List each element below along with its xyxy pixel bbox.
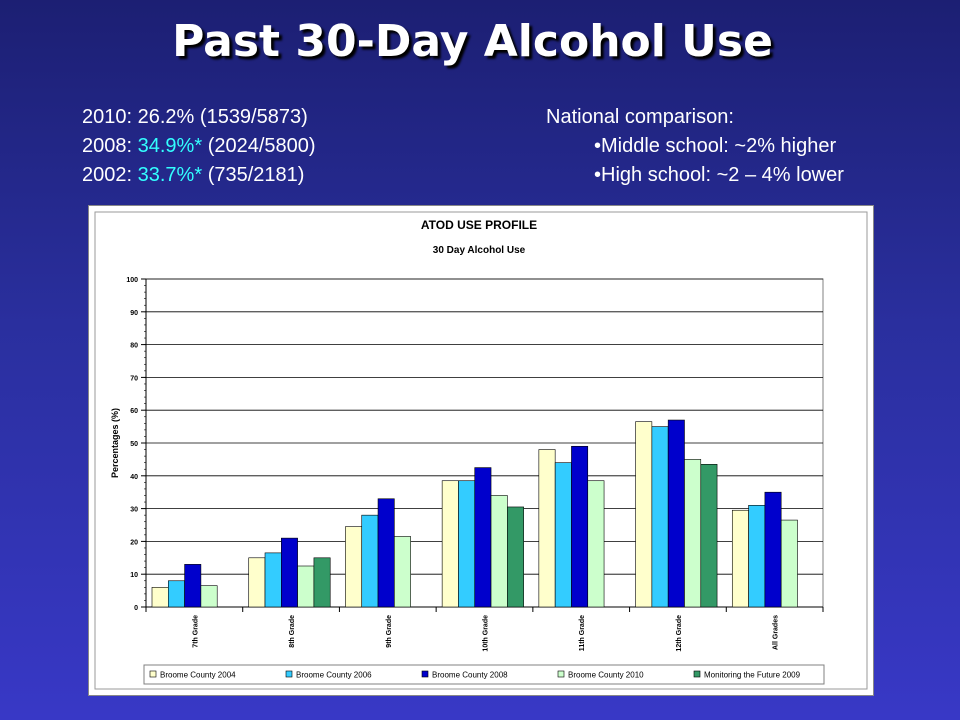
bar-broome-county-2004 <box>151 587 169 608</box>
stats-line-2010: 2010: 26.2% (1539/5873) <box>82 103 316 132</box>
y-tick-label: 60 <box>130 408 138 415</box>
stats-detail: (735/2181) <box>207 164 305 186</box>
legend-label: Broome County 2008 <box>432 671 508 680</box>
national-item-high-school: •High school: ~2 – 4% lower <box>594 164 844 186</box>
legend-box <box>143 664 825 685</box>
legend-swatch <box>421 670 429 678</box>
bar-broome-county-2010 <box>297 565 315 608</box>
chart-frame <box>94 211 868 690</box>
bar-broome-county-2004 <box>441 480 459 608</box>
y-axis-label: Percentages (%) <box>110 408 120 478</box>
stats-value: 26.2% <box>137 106 195 128</box>
y-tick-label: 70 <box>130 375 138 382</box>
bar-broome-county-2004 <box>248 557 266 608</box>
stats-detail: (1539/5873) <box>199 106 308 128</box>
stats-value-highlight: 34.9% <box>137 135 195 157</box>
bar-monitoring-the-future-2009 <box>313 557 331 608</box>
stats-year: 2008: <box>82 135 133 157</box>
bar-broome-county-2010 <box>200 585 218 608</box>
y-tick-label: 30 <box>130 507 138 514</box>
chart-subtitle: 30 Day Alcohol Use <box>433 245 526 256</box>
legend-label: Broome County 2010 <box>568 671 644 680</box>
bar-broome-county-2008 <box>377 498 395 608</box>
y-tick-label: 100 <box>126 277 138 284</box>
bar-broome-county-2006 <box>361 514 379 608</box>
x-tick-label: 11th Grade <box>579 615 586 651</box>
bar-broome-county-2010 <box>490 495 508 608</box>
bar-broome-county-2004 <box>635 421 653 608</box>
legend-label: Broome County 2006 <box>296 671 372 680</box>
slide-title: Past 30-Day Alcohol Use <box>172 16 773 67</box>
bar-broome-county-2008 <box>184 564 202 608</box>
chart-title: ATOD USE PROFILE <box>421 218 537 232</box>
bar-broome-county-2006 <box>264 552 282 608</box>
bar-broome-county-2010 <box>394 536 411 608</box>
significance-star: * <box>194 164 203 186</box>
x-tick-label: 10th Grade <box>483 615 490 652</box>
bar-broome-county-2010 <box>780 519 798 608</box>
bar-broome-county-2004 <box>538 449 556 608</box>
stats-block: 2010: 26.2% (1539/5873) 2008: 34.9%* (20… <box>82 103 316 190</box>
bar-broome-county-2008 <box>281 537 298 608</box>
y-tick-label: 10 <box>130 572 138 579</box>
bar-broome-county-2006 <box>651 426 669 608</box>
national-heading: National comparison: <box>546 106 734 128</box>
y-tick-label: 0 <box>134 605 138 612</box>
x-tick-label: 12th Grade <box>676 615 683 652</box>
legend-swatch <box>557 670 565 678</box>
bar-broome-county-2010 <box>684 459 702 608</box>
chart-panel: ATOD USE PROFILE 30 Day Alcohol Use 0 10 20 3… <box>88 205 874 696</box>
y-tick-label: 80 <box>130 343 138 350</box>
bar-broome-county-2004 <box>731 509 749 608</box>
stats-line-2008: 2008: 34.9%* (2024/5800) <box>82 132 316 161</box>
stats-year: 2002: <box>82 164 133 186</box>
significance-star: * <box>194 135 203 157</box>
x-tick-label: All Grades <box>773 615 780 650</box>
stats-value-highlight: 33.7% <box>137 164 195 186</box>
x-tick-label: 9th Grade <box>386 615 393 648</box>
national-item-middle-school: •Middle school: ~2% higher <box>594 135 837 157</box>
legend-label: Broome County 2004 <box>160 671 236 680</box>
bar-broome-county-2006 <box>168 580 185 608</box>
bar-broome-county-2008 <box>764 491 782 608</box>
y-tick-label: 40 <box>130 474 138 481</box>
bar-broome-county-2006 <box>554 462 572 608</box>
bar-broome-county-2006 <box>748 505 766 608</box>
legend-swatch <box>693 670 701 678</box>
legend-swatch <box>149 670 157 678</box>
bar-broome-county-2008 <box>571 445 589 608</box>
y-tick-label: 20 <box>130 539 138 546</box>
y-tick-label: 50 <box>130 441 138 448</box>
x-tick-label: 8th Grade <box>289 615 296 648</box>
bar-monitoring-the-future-2009 <box>507 506 524 608</box>
bar-broome-county-2004 <box>345 526 363 608</box>
y-tick-label: 90 <box>130 310 138 317</box>
bar-broome-county-2010 <box>587 480 605 608</box>
bar-broome-county-2008 <box>474 467 492 608</box>
bar-monitoring-the-future-2009 <box>700 464 718 608</box>
bar-broome-county-2006 <box>458 480 476 608</box>
bar-chart: ATOD USE PROFILE 30 Day Alcohol Use 0 10 20 3… <box>94 211 868 690</box>
stats-line-2002: 2002: 33.7%* (735/2181) <box>82 161 316 190</box>
legend-label: Monitoring the Future 2009 <box>704 671 801 680</box>
x-tick-label: 7th Grade <box>192 615 199 648</box>
stats-year: 2010: <box>82 106 133 128</box>
national-comparison: National comparison: •Middle school: ~2%… <box>546 103 844 190</box>
bar-broome-county-2008 <box>667 419 685 608</box>
legend-swatch <box>285 670 293 678</box>
stats-detail: (2024/5800) <box>207 135 316 157</box>
